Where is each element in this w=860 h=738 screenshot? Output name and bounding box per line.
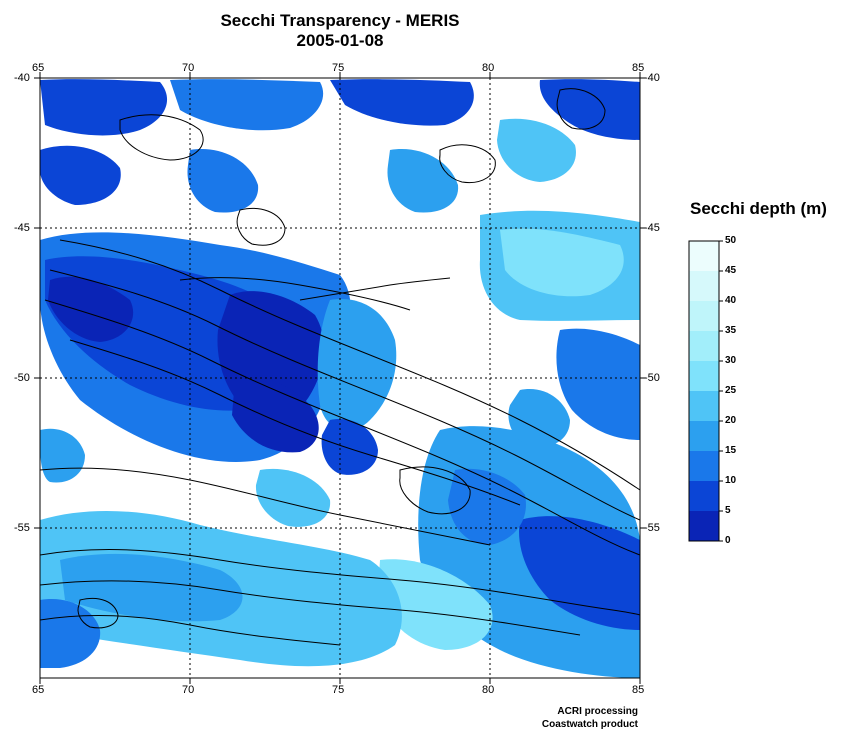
- colorbar-label: 0: [725, 535, 731, 546]
- lat-tick-left-55: -55: [14, 522, 30, 534]
- lat-tick-left-45: -45: [14, 222, 30, 234]
- colorbar-label: 15: [725, 445, 737, 456]
- colorbar-swatch: [689, 391, 719, 422]
- axis-ticks: [34, 72, 646, 684]
- lat-tick-left-50: -50: [14, 372, 30, 384]
- map-date: 2005-01-08: [296, 31, 384, 50]
- colorbar-swatch: [689, 421, 719, 452]
- lat-tick-right-45: -45: [644, 222, 660, 234]
- colorbar-label: 20: [725, 415, 737, 426]
- colorbar-label: 25: [725, 385, 737, 396]
- colorbar-label: 5: [725, 505, 731, 516]
- colorbar-label: 45: [725, 265, 737, 276]
- lat-tick-right-50: -50: [644, 372, 660, 384]
- colorbar-label: 35: [725, 325, 737, 336]
- lon-tick-top-65: 65: [32, 62, 45, 74]
- colorbar-swatch: [689, 511, 719, 542]
- lon-tick-bottom-85: 85: [632, 684, 645, 696]
- colorbar-label: 30: [725, 355, 737, 366]
- credit-acri: ACRI processing: [557, 706, 638, 717]
- lat-tick-right-55: -55: [644, 522, 660, 534]
- lon-tick-top-85: 85: [632, 62, 645, 74]
- colorbar-swatch: [689, 451, 719, 482]
- lat-tick-right-40: -40: [644, 72, 660, 84]
- colorbar-label: 10: [725, 475, 737, 486]
- lon-tick-top-80: 80: [482, 62, 495, 74]
- lon-tick-top-75: 75: [332, 62, 345, 74]
- lon-tick-top-70: 70: [182, 62, 195, 74]
- lon-tick-bottom-75: 75: [332, 684, 345, 696]
- colorbar-swatch: [689, 271, 719, 302]
- credit-coastwatch: Coastwatch product: [541, 719, 638, 730]
- lon-tick-bottom-65: 65: [32, 684, 45, 696]
- lon-tick-bottom-70: 70: [182, 684, 195, 696]
- colorbar-title: Secchi depth (m): [690, 199, 827, 218]
- lat-tick-left-40: -40: [14, 72, 30, 84]
- secchi-depth-field: [40, 79, 640, 678]
- colorbar-swatch: [689, 481, 719, 512]
- colorbar-swatch: [689, 331, 719, 362]
- colorbar-label: 40: [725, 295, 737, 306]
- colorbar-swatch: [689, 301, 719, 332]
- colorbar: [688, 240, 723, 542]
- map-title: Secchi Transparency - MERIS: [220, 11, 460, 30]
- colorbar-swatch: [689, 361, 719, 392]
- lon-tick-bottom-80: 80: [482, 684, 495, 696]
- colorbar-swatch: [689, 241, 719, 272]
- graticule: [40, 78, 640, 678]
- colorbar-label: 50: [725, 235, 737, 246]
